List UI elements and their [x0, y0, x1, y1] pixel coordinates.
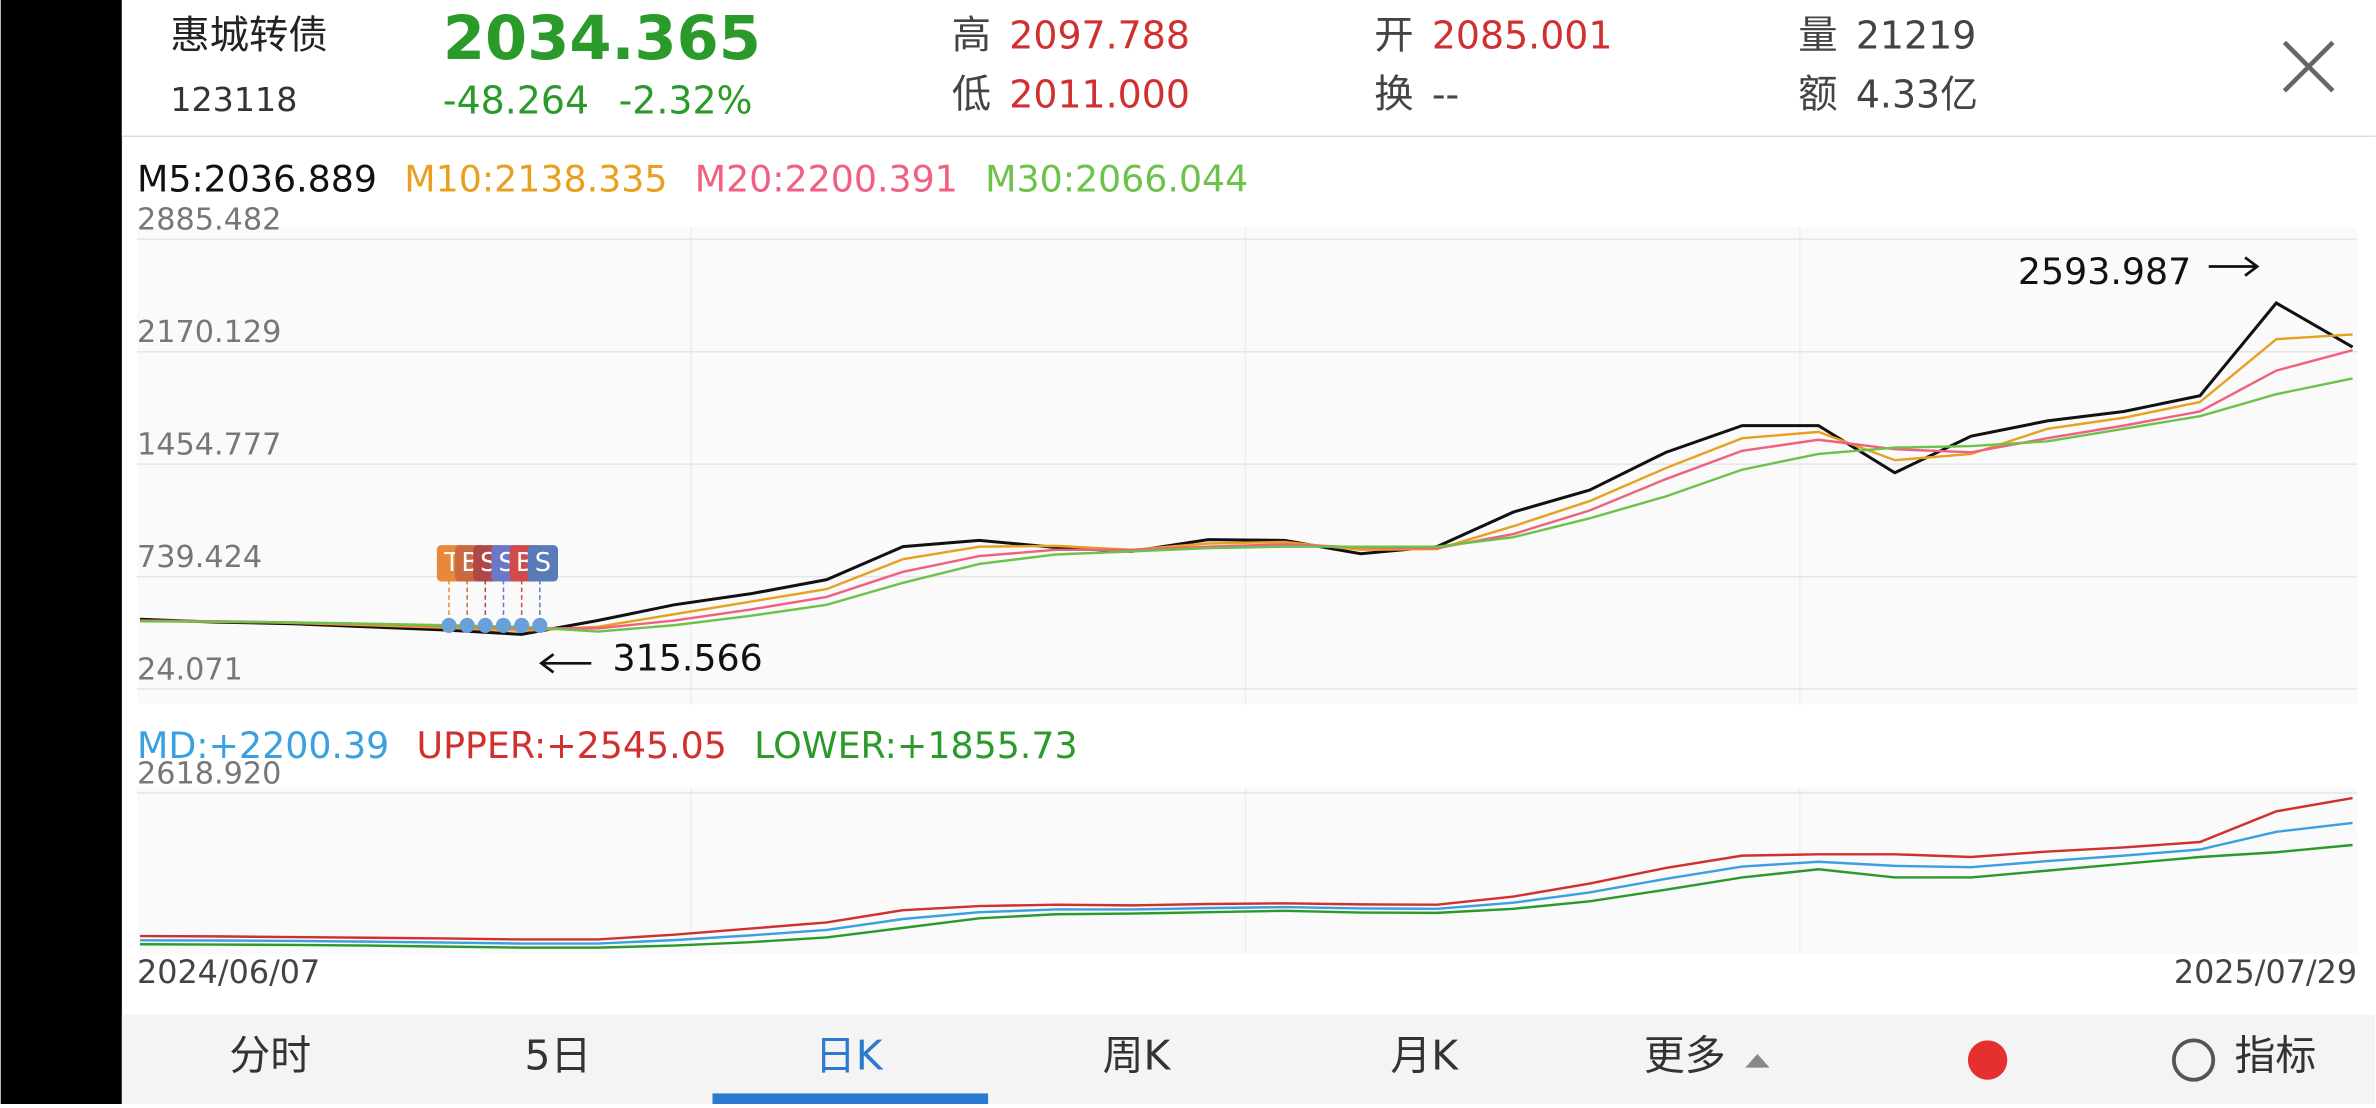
legend-entry: UPPER:+2545.05: [416, 724, 726, 767]
stat-value: 2011.000: [1009, 72, 1190, 116]
tab[interactable]: 5日: [525, 1032, 592, 1080]
ma-line: [140, 843, 2353, 949]
price: 2034.365: [443, 4, 761, 74]
y-tick-label: 739.424: [137, 540, 262, 575]
sub-plot-bg: [137, 787, 2358, 955]
legend-entry: LOWER:+1855.73: [754, 724, 1077, 767]
flag-dot: [441, 617, 457, 634]
x-start-label: 2024/06/07: [137, 954, 320, 991]
flag-label: S: [535, 548, 551, 578]
ma-line: [139, 301, 2354, 636]
y-tick-label: 1454.777: [137, 427, 281, 462]
legend-entry: M10:2138.335: [404, 158, 667, 201]
stat-label: 低: [952, 71, 991, 117]
flag-dot: [477, 617, 493, 634]
indicator-icon[interactable]: [2171, 1038, 2216, 1082]
legend-entry: M20:2200.391: [695, 158, 958, 201]
change-pct: -2.32%: [619, 78, 753, 122]
stock-code: 123118: [170, 80, 297, 119]
tab[interactable]: 月K: [1390, 1032, 1459, 1080]
tab[interactable]: 分时: [229, 1032, 311, 1080]
annotation: 2593.987: [2018, 250, 2191, 293]
stat-label: 换: [1374, 71, 1413, 117]
legend-entry: MD:+2200.39: [137, 724, 389, 767]
stat-value: 2097.788: [1009, 13, 1190, 57]
tab[interactable]: 周K: [1103, 1032, 1172, 1080]
x-end-label: 2025/07/29: [2174, 954, 2357, 991]
tab[interactable]: 更多: [1644, 1032, 1726, 1080]
side-bar: [0, 0, 122, 1104]
tab-bar: [121, 1014, 2376, 1104]
stat-value: 2085.001: [1432, 13, 1613, 57]
flag-dot: [514, 617, 530, 634]
tab[interactable]: 日K: [815, 1032, 884, 1080]
y-tick-label: 2885.482: [137, 203, 281, 238]
stat-label: 高: [952, 12, 991, 58]
y-tick-label: 24.071: [137, 652, 243, 687]
arrow: [539, 653, 592, 674]
stat-value: 4.33亿: [1856, 72, 1978, 116]
arrow: [2208, 256, 2260, 277]
stock-name: 惠城转债: [170, 12, 327, 58]
stat-value: 21219: [1856, 13, 1976, 57]
annotation: 315.566: [613, 636, 763, 679]
legend-entry: M30:2066.044: [985, 158, 1248, 201]
y-tick-label: 2170.129: [137, 315, 281, 350]
tab[interactable]: 指标: [2234, 1032, 2316, 1080]
flag: [527, 545, 559, 582]
stat-label: 量: [1798, 12, 1837, 58]
legend-entry: M5:2036.889: [137, 158, 377, 201]
change: -48.264: [443, 78, 589, 122]
stat-label: 开: [1374, 12, 1413, 58]
more-caret: [1745, 1054, 1770, 1068]
close-button[interactable]: [2282, 40, 2335, 93]
flag-dot: [459, 617, 475, 634]
active-tab-indicator: [712, 1093, 989, 1104]
record-icon[interactable]: [1967, 1040, 2008, 1080]
ma-line: [140, 821, 2353, 945]
flag-dot: [532, 617, 548, 634]
ma-line: [140, 796, 2353, 941]
stat-value: --: [1432, 72, 1459, 116]
flag-dot: [495, 617, 512, 634]
y-tick-label: 2618.920: [137, 756, 281, 791]
stat-label: 额: [1798, 71, 1837, 117]
header-bg: [121, 0, 2376, 137]
